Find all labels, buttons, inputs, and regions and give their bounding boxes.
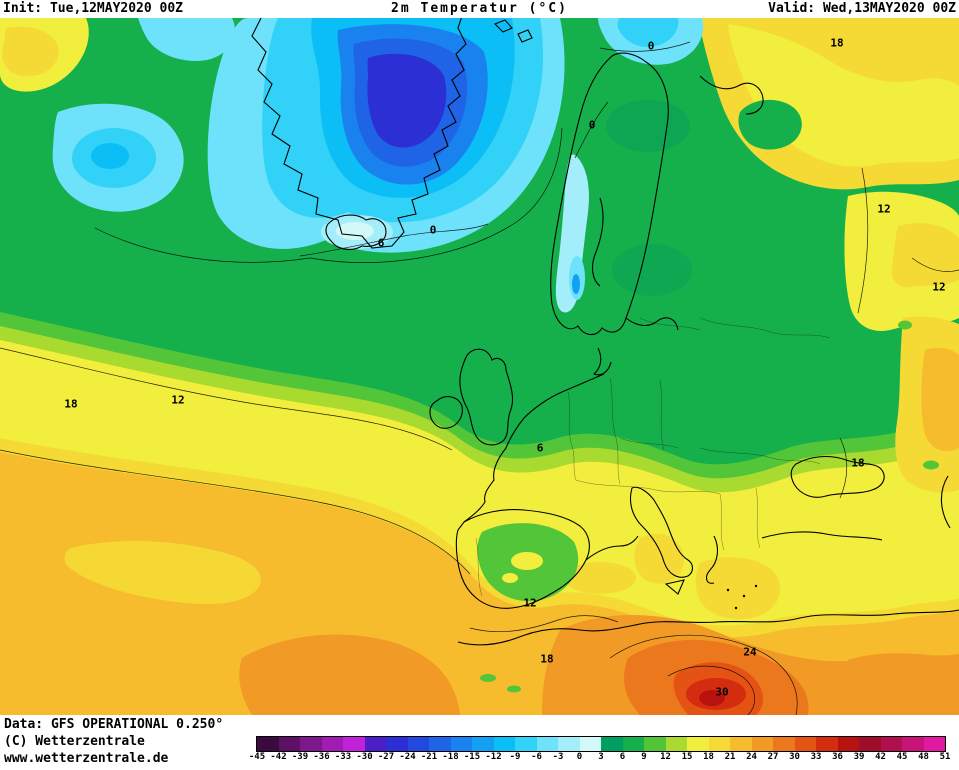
colorbar-segment	[665, 737, 687, 751]
colorbar-segment	[622, 737, 644, 751]
map-title: 2m Temperatur (°C)	[391, 1, 568, 16]
colorbar-segment	[687, 737, 709, 751]
colorbar-tick: -30	[356, 752, 373, 762]
colorbar-tick: -12	[485, 752, 502, 762]
colorbar-tick-labels: -45 -42 -39 -36 -33 -30 -27 -24 -21 -18 -15 -12 -9 -6…	[249, 752, 951, 764]
colorbar-segment	[816, 737, 838, 751]
colorbar-segment	[644, 737, 666, 751]
country-borders	[475, 317, 831, 597]
colorbar-tick: -21	[420, 752, 438, 762]
colorbar-tick: 12	[660, 752, 671, 762]
colorbar-tick: -42	[270, 752, 287, 762]
valid-time-label: Valid: Wed,13MAY2020 00Z	[768, 1, 956, 16]
colorbar-segment	[730, 737, 752, 751]
colorbar-segment	[859, 737, 881, 751]
colorbar-tick: -36	[313, 752, 330, 762]
colorbar-tick: 3	[598, 752, 604, 762]
colorbar-tick: 45	[896, 752, 908, 762]
colorbar-tick: -6	[531, 752, 542, 762]
islands	[726, 584, 758, 610]
colorbar-segment	[880, 737, 902, 751]
colorbar-tick: 51	[939, 752, 951, 762]
colorbar-segment	[343, 737, 365, 751]
colorbar-segments	[256, 736, 946, 752]
temperature-field	[0, 18, 959, 715]
colorbar-segment	[601, 737, 623, 751]
colorbar-segment	[493, 737, 515, 751]
colorbar-segment	[536, 737, 558, 751]
colorbar-tick: 39	[853, 752, 865, 762]
colorbar-tick: 15	[681, 752, 693, 762]
footer-bar: Data: GFS OPERATIONAL 0.250° (C) Wetterz…	[0, 715, 959, 770]
colorbar-segment	[364, 737, 386, 751]
colorbar-segment	[321, 737, 343, 751]
colorbar-tick: 9	[641, 752, 647, 762]
init-time-label: Init: Tue,12MAY2020 00Z	[3, 1, 184, 16]
colorbar-segment	[837, 737, 859, 751]
colorbar-segment	[429, 737, 451, 751]
colorbar-segment	[923, 737, 945, 751]
colorbar-tick: 48	[918, 752, 929, 762]
colorbar-tick: 18	[703, 752, 714, 762]
colorbar-tick: 24	[746, 752, 757, 762]
colorbar-segment	[450, 737, 472, 751]
colorbar-segment	[257, 737, 279, 751]
colorbar-tick: 0	[576, 752, 583, 762]
colorbar-segment	[407, 737, 429, 751]
contour-lines	[0, 41, 959, 715]
colorbar-tick: -3	[552, 752, 564, 762]
colorbar-segment	[902, 737, 924, 751]
colorbar-segment	[794, 737, 816, 751]
colorbar-segment	[386, 737, 408, 751]
colorbar-segment	[579, 737, 601, 751]
colorbar-segment	[708, 737, 730, 751]
colorbar-segment	[515, 737, 537, 751]
temperature-colorbar: -45 -42 -39 -36 -33 -30 -27 -24 -21 -18 -15 -12 -9 -6…	[249, 736, 951, 766]
colorbar-tick: 36	[832, 752, 843, 762]
colorbar-segment	[773, 737, 795, 751]
colorbar-tick: -45	[248, 752, 266, 762]
header-bar: Init: Tue,12MAY2020 00Z 2m Temperatur (°…	[0, 0, 959, 18]
colorbar-tick: 27	[767, 752, 779, 762]
colorbar-segment	[278, 737, 300, 751]
colorbar-segment	[751, 737, 773, 751]
colorbar-tick: -18	[442, 752, 459, 762]
colorbar-tick: -33	[334, 752, 352, 762]
colorbar-tick: -15	[463, 752, 481, 762]
coastlines	[251, 18, 959, 646]
website-label: www.wetterzentrale.de	[4, 751, 169, 766]
colorbar-segment	[300, 737, 322, 751]
colorbar-tick: 33	[810, 752, 822, 762]
copyright-label: (C) Wetterzentrale	[4, 734, 145, 749]
colorbar-tick: -24	[399, 752, 416, 762]
colorbar-segment	[472, 737, 494, 751]
temperature-field-svg	[0, 18, 959, 715]
data-source-label: Data: GFS OPERATIONAL 0.250°	[4, 717, 224, 732]
temperature-map: 18 0 0 12 12 6 0 18 12 6 18 12 18 24 30	[0, 18, 959, 715]
colorbar-tick: -39	[291, 752, 309, 762]
colorbar-tick: 30	[789, 752, 800, 762]
colorbar-tick: -9	[509, 752, 521, 762]
colorbar-tick: 6	[619, 752, 626, 762]
colorbar-tick: 21	[724, 752, 736, 762]
colorbar-tick: 42	[875, 752, 886, 762]
colorbar-tick: -27	[377, 752, 395, 762]
colorbar-segment	[558, 737, 580, 751]
